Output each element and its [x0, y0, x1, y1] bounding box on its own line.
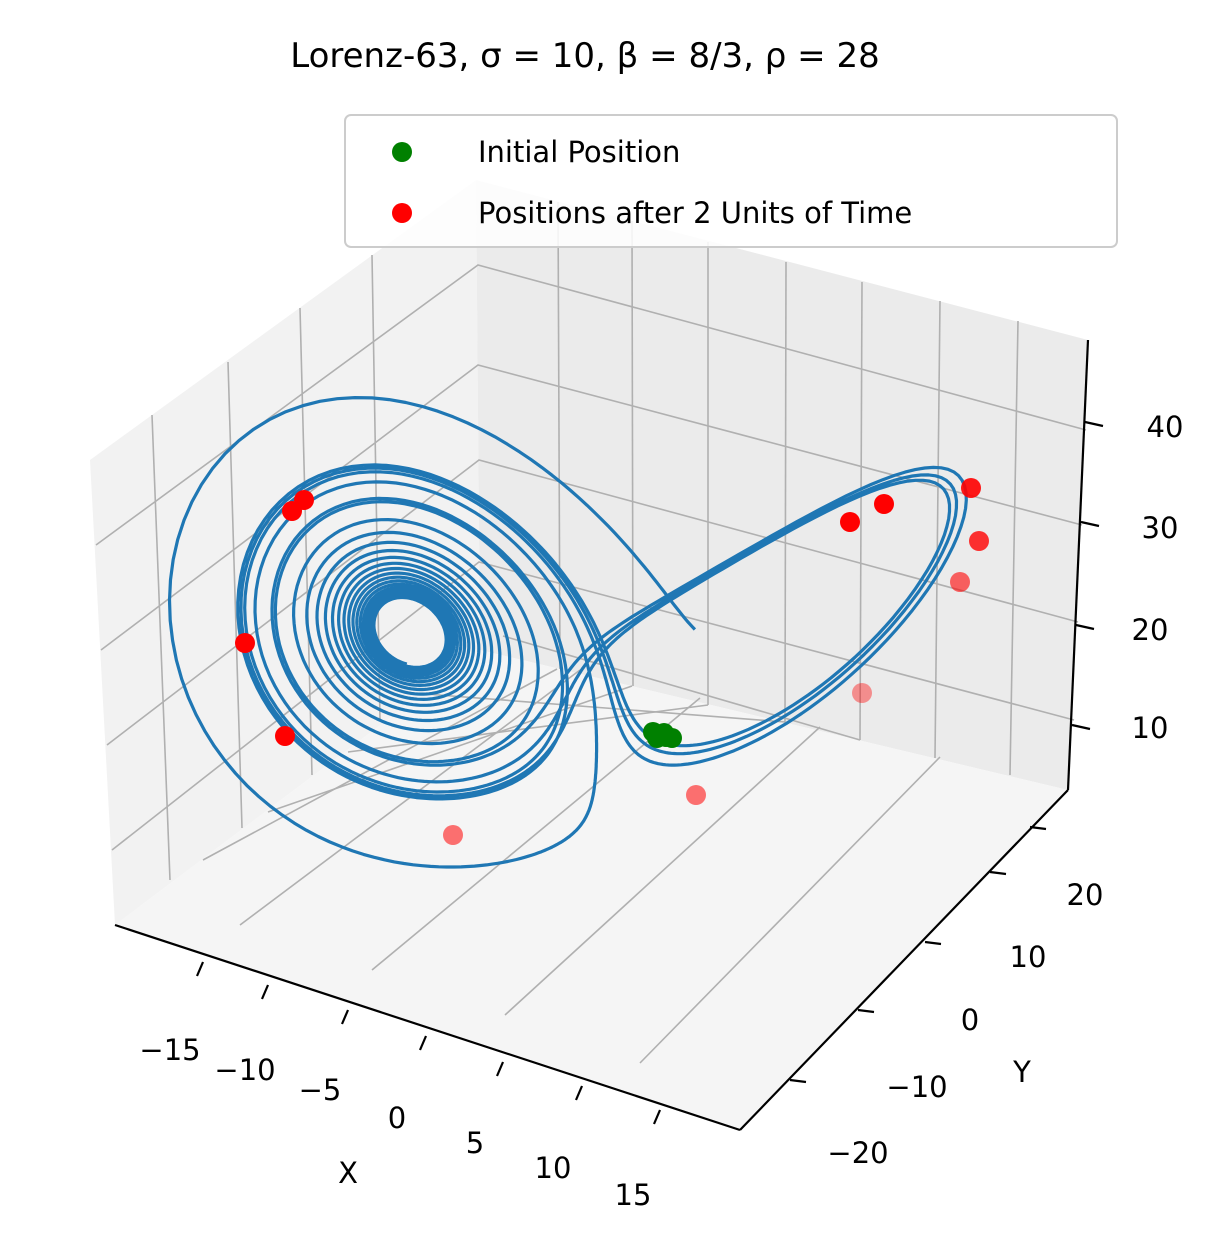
grid-line-floor-y: [639, 756, 941, 1064]
y-tick-mark: [924, 940, 942, 946]
final-position-marker: [961, 478, 981, 498]
legend: Initial Position Positions after 2 Units…: [344, 114, 1118, 248]
z-tick-mark: [1075, 623, 1095, 631]
x-tick-label: 0: [388, 1101, 406, 1135]
z-tick-mark: [1071, 723, 1091, 731]
y-tick-label: 10: [1010, 940, 1047, 974]
grid-line-left-v: [299, 307, 313, 776]
x-tick-label: −10: [214, 1053, 275, 1087]
markers: [235, 478, 989, 845]
grid-line-z: [95, 264, 1087, 546]
grid-line-left-v: [151, 414, 171, 881]
x-tick-label: 15: [615, 1178, 652, 1212]
axes: [114, 339, 1104, 1132]
final-position-marker: [852, 683, 872, 703]
z-tick-label: 10: [1132, 711, 1169, 745]
final-position-marker: [840, 512, 860, 532]
legend-box: [344, 114, 1118, 248]
y-axis-label: Y: [1012, 1055, 1031, 1089]
y-axis-line: [739, 789, 1069, 1131]
final-position-marker: [950, 572, 970, 592]
x-tick-mark: [195, 961, 205, 977]
x-tick-mark: [652, 1109, 662, 1125]
y-tick-label: −20: [827, 1136, 888, 1170]
grid-line-back-v: [1009, 320, 1019, 776]
pane-back: [476, 180, 1088, 790]
y-tick-mark: [989, 870, 1007, 876]
x-tick-label: −15: [139, 1033, 200, 1067]
x-tick-label: 5: [466, 1126, 484, 1160]
trajectory: [167, 396, 968, 869]
x-tick-label: 10: [535, 1151, 572, 1185]
z-tick-label: 40: [1147, 410, 1184, 444]
x-axis-line: [114, 923, 741, 1132]
x-tick-label: −5: [299, 1073, 342, 1107]
z-tick-mark: [1084, 420, 1104, 428]
legend-marker-initial: [392, 142, 412, 162]
final-position-marker: [235, 633, 255, 653]
x-tick-mark: [260, 984, 270, 1000]
tick-labels: −15 −10 −5 0 5 10 15 −20 −10 0 10 20 10 20 30 40: [139, 410, 1183, 1212]
y-tick-mark: [857, 1008, 875, 1014]
y-tick-label: −10: [886, 1070, 947, 1104]
x-axis-label: X: [338, 1156, 358, 1190]
y-tick-label: 0: [961, 1003, 979, 1037]
z-axis-line: [1066, 339, 1090, 791]
y-tick-label: 20: [1067, 878, 1104, 912]
pane-floor: [115, 650, 1068, 1130]
grid-line-floor-x: [425, 693, 786, 723]
grid-line-z: [111, 561, 1075, 851]
final-position-marker: [969, 531, 989, 551]
grid-line-floor-y: [504, 726, 821, 1016]
final-position-marker: [294, 490, 314, 510]
y-tick-mark: [1029, 825, 1047, 831]
grid-line-back-v: [557, 201, 561, 670]
grid-line-back-v: [934, 300, 941, 759]
grid-line-back-v: [784, 261, 787, 723]
legend-marker-final: [392, 203, 412, 223]
z-tick-label: 20: [1132, 613, 1169, 647]
final-position-marker: [275, 726, 295, 746]
grid-line-z: [100, 364, 1083, 651]
x-tick-mark: [418, 1035, 428, 1051]
final-position-marker: [443, 825, 463, 845]
chart-title: Lorenz-63, σ = 10, β = 8/3, ρ = 28: [290, 36, 879, 76]
y-tick-mark: [789, 1078, 807, 1084]
legend-label-initial: Initial Position: [478, 135, 680, 169]
lorenz-trajectory-line: [167, 396, 968, 869]
final-position-marker: [874, 494, 894, 514]
grid-line-z: [106, 459, 1079, 746]
x-tick-mark: [340, 1009, 350, 1025]
z-tick-mark: [1080, 520, 1100, 528]
z-tick-label: 30: [1142, 511, 1179, 545]
x-tick-mark: [495, 1061, 505, 1077]
legend-label-final: Positions after 2 Units of Time: [478, 196, 912, 230]
final-position-marker: [686, 785, 706, 805]
initial-position-marker: [654, 723, 674, 743]
x-tick-mark: [574, 1085, 584, 1101]
grid-line-back-v: [631, 220, 634, 687]
